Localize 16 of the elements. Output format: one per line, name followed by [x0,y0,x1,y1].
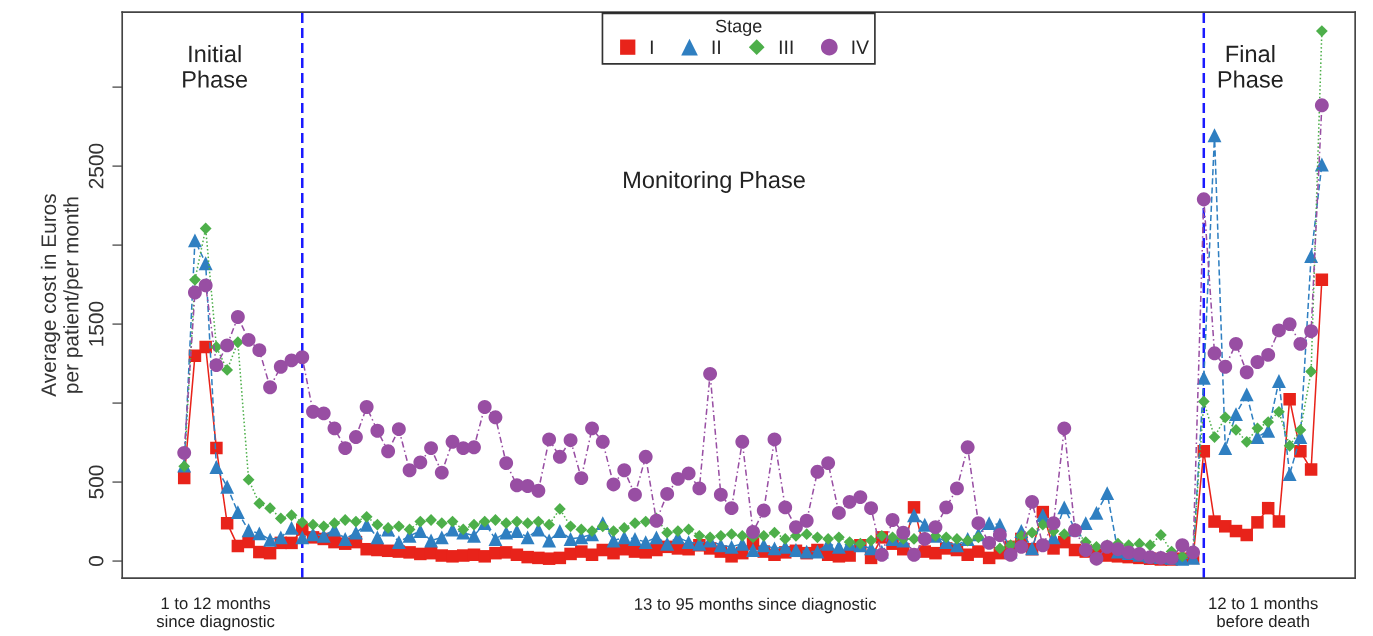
annotation: Initial Phase [183,44,248,88]
legend-label: III [779,40,793,54]
annotation: Final Phase [1218,44,1283,88]
y-tick-label: 1500 [88,301,104,346]
legend-label: I [650,40,653,54]
legend-title: Stage [715,19,762,36]
y-tick-label: 2500 [88,143,104,189]
text: 1 to 12 months since diagnostic [156,597,275,631]
text: 13 to 95 months since diagnostic [635,597,877,614]
y-tick-label: 0 [88,556,104,567]
annotation: Monitoring Phase [624,170,805,193]
text: 12 to 1 months before death [1209,597,1318,628]
legend-label: II [712,40,720,54]
legend-label: IV [852,40,869,54]
y-axis-title: Average cost in Euros per patient/per month [40,194,83,397]
y-tick-label: 500 [88,465,104,499]
